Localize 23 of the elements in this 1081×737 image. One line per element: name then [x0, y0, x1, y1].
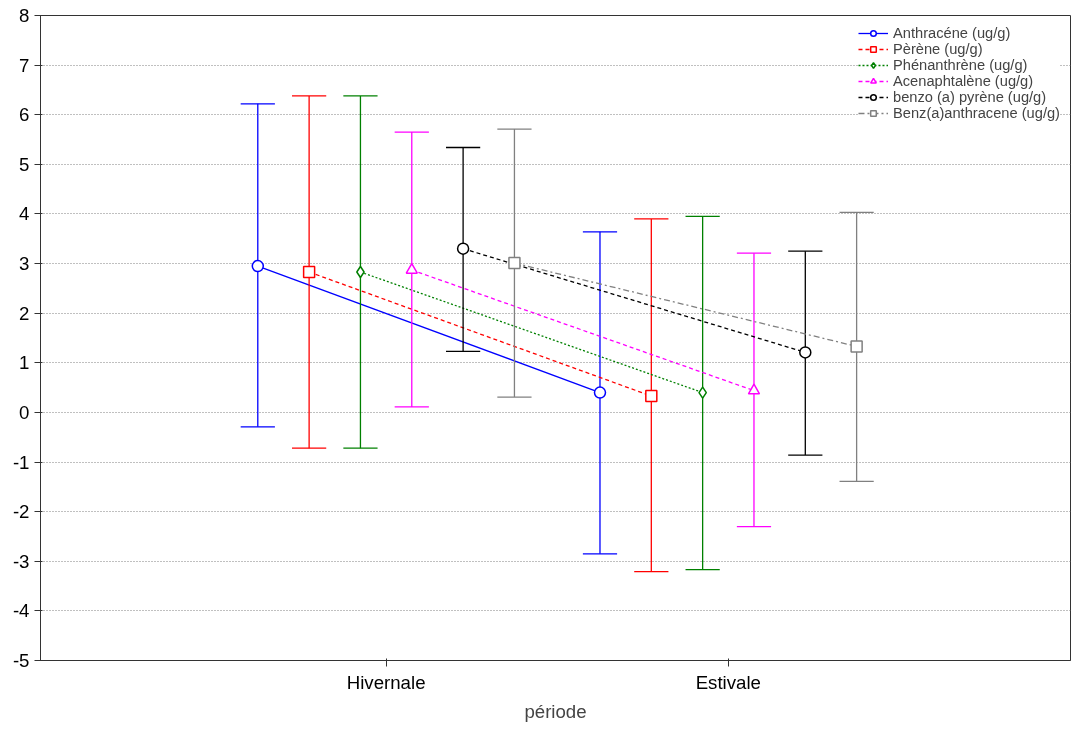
- y-tick-label: -3: [12, 550, 30, 572]
- y-tick-label: 5: [19, 153, 30, 175]
- y-tick-label: 1: [19, 352, 30, 374]
- legend-label: benzo (a) pyrène (ug/g): [892, 89, 1047, 105]
- y-tick-label: -4: [12, 600, 30, 622]
- y-tick-label: -2: [12, 501, 30, 523]
- legend-label: Phénanthrène (ug/g): [892, 57, 1028, 73]
- x-tick-label: Hivernale: [346, 671, 426, 693]
- y-tick-label: -1: [12, 451, 30, 473]
- legend-label: Acenaphtalène (ug/g): [892, 73, 1034, 89]
- y-tick-label: -5: [12, 650, 30, 671]
- legend-label: Pèrène (ug/g): [892, 41, 983, 57]
- y-tick-label: 3: [19, 253, 30, 275]
- y-tick-label: 4: [19, 203, 30, 225]
- x-tick-label: Estivale: [695, 671, 761, 693]
- y-tick-label: 6: [19, 104, 30, 126]
- y-tick-label: 7: [19, 54, 30, 76]
- legend-label: Benz(a)anthracene (ug/g): [892, 105, 1060, 121]
- y-tick-label: 8: [19, 5, 30, 26]
- y-tick-label: 2: [19, 302, 30, 324]
- y-tick-label: 0: [19, 401, 30, 423]
- x-axis-title: période: [524, 700, 587, 722]
- legend-label: Anthracéne (ug/g): [892, 25, 1011, 41]
